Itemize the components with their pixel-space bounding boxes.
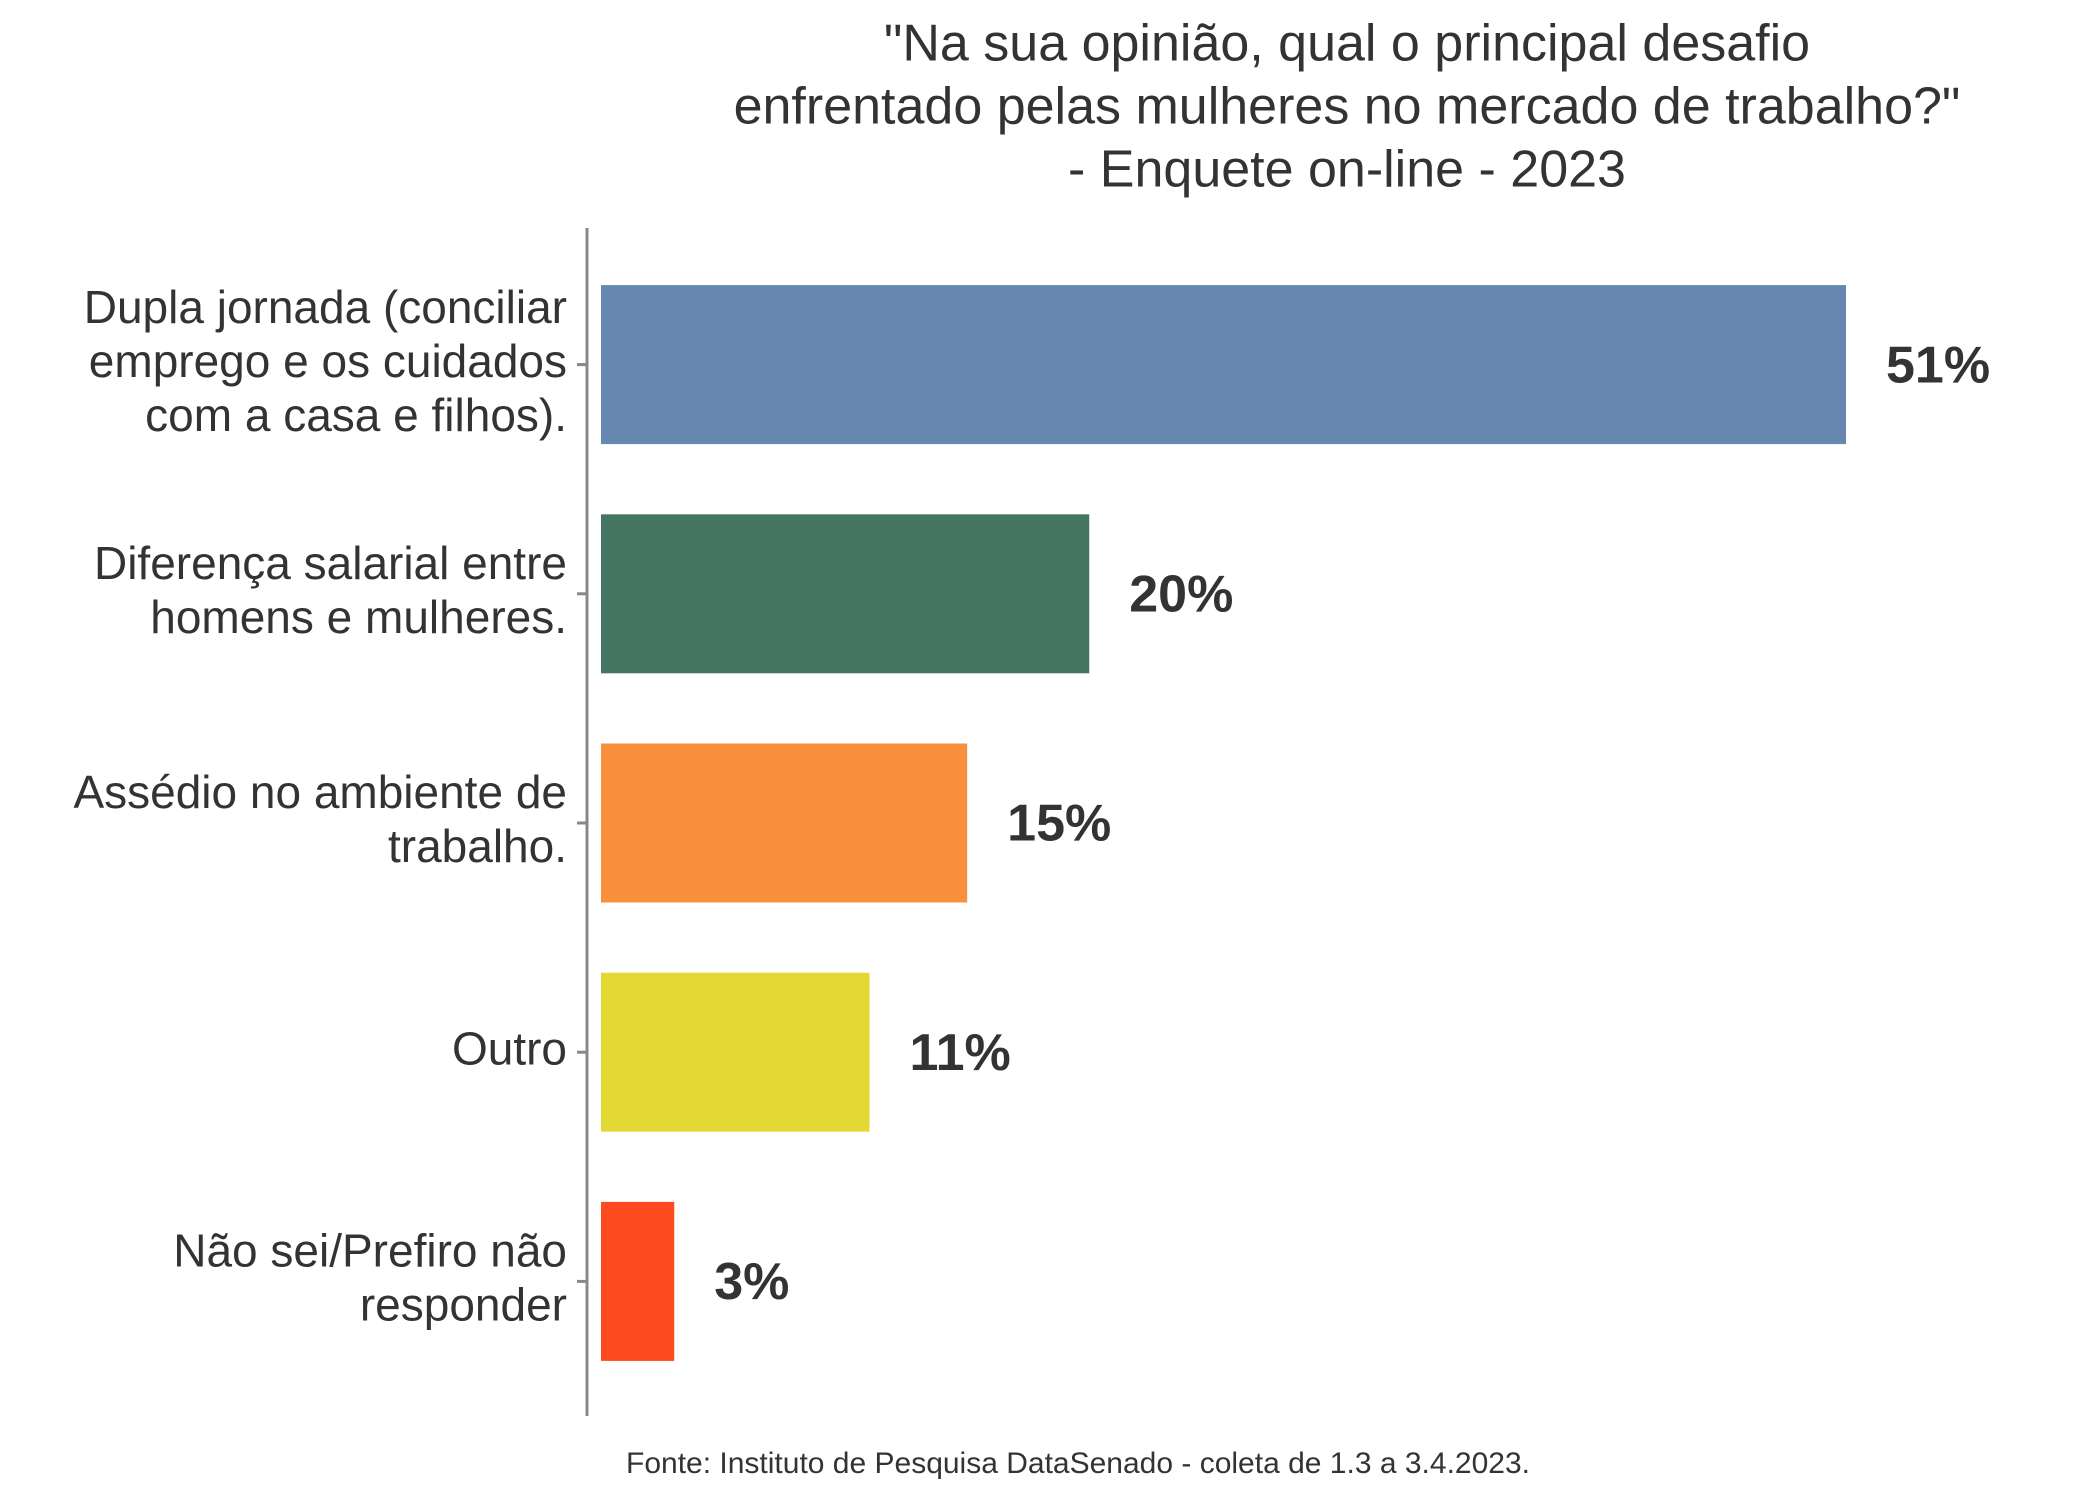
- y-tick-label: responder: [360, 1279, 567, 1331]
- chart-title: - Enquete on-line - 2023: [1068, 141, 1626, 199]
- y-tick-label: homens e mulheres.: [150, 591, 567, 643]
- value-label: 51%: [1886, 336, 1990, 394]
- y-tick-label: emprego e os cuidados: [89, 335, 567, 387]
- y-tick-label: Diferença salarial entre: [94, 537, 567, 589]
- value-label: 3%: [714, 1253, 789, 1311]
- bar: [601, 514, 1090, 674]
- bar: [601, 1201, 675, 1361]
- source: Fonte: Instituto de Pesquisa DataSenado …: [626, 1447, 1530, 1480]
- bar: [601, 285, 1846, 445]
- value-label: 20%: [1129, 566, 1233, 624]
- chart-title: enfrentado pelas mulheres no mercado de …: [734, 78, 1961, 136]
- y-tick-label: com a casa e filhos).: [145, 389, 567, 441]
- value-label: 11%: [910, 1024, 1011, 1082]
- bar: [601, 743, 968, 903]
- bar: [601, 972, 870, 1132]
- y-tick-label: Dupla jornada (conciliar: [84, 281, 567, 333]
- y-tick-label: Outro: [452, 1022, 567, 1074]
- y-tick-label: trabalho.: [388, 820, 567, 872]
- value-label: 15%: [1007, 795, 1111, 853]
- chart-title: "Na sua opinião, qual o principal desafi…: [884, 15, 1810, 73]
- y-tick-label: Não sei/Prefiro não: [173, 1225, 567, 1277]
- y-tick-label: Assédio no ambiente de: [73, 766, 567, 818]
